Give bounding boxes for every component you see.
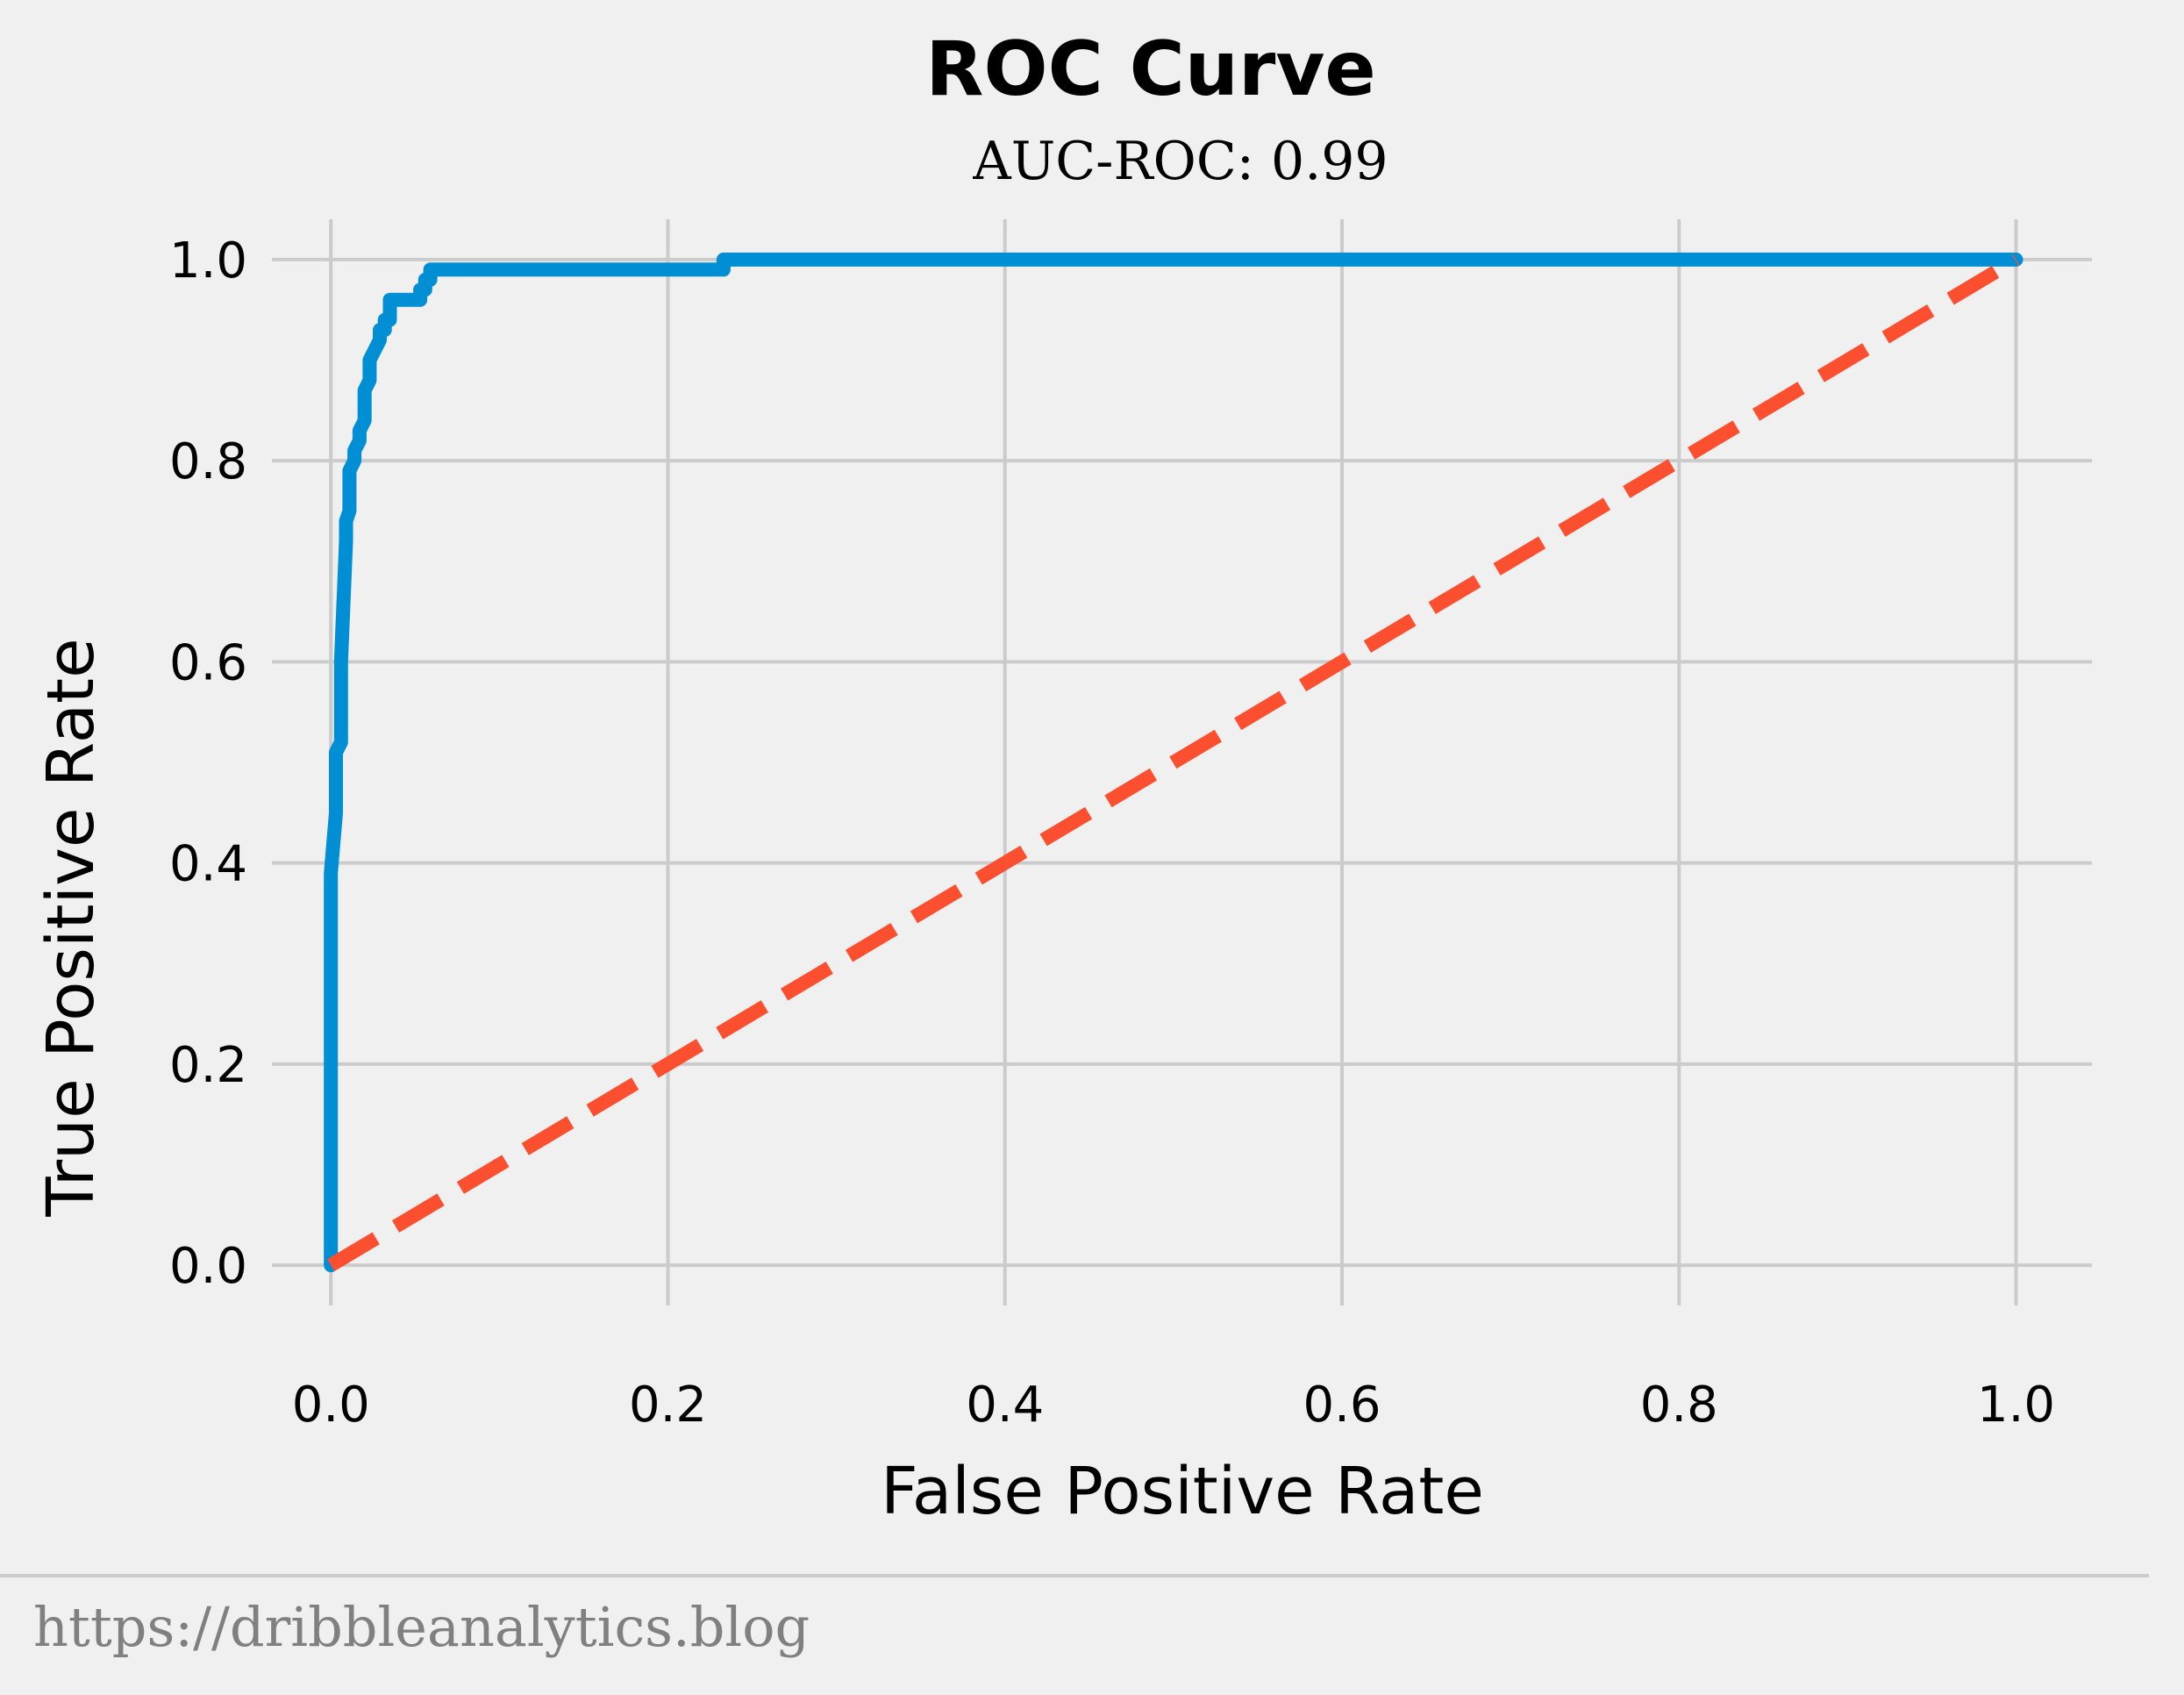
chart-title: ROC Curve: [925, 25, 1376, 113]
tick-labels: 0.0 0.2 0.4 0.6 0.8 1.0 0.0 0.2 0.4 0.6 0.8 1.0: [169, 232, 2055, 1434]
grid-lines: [272, 219, 2092, 1305]
chance-line: [327, 254, 2020, 1271]
x-axis-label: False Positive Rate: [881, 1454, 1484, 1529]
series-layer: [324, 252, 2023, 1273]
y-tick-label: 0.6: [169, 634, 247, 691]
y-tick-label: 0.8: [169, 433, 247, 490]
y-tick-label: 0.0: [169, 1238, 247, 1295]
y-axis-label: True Positive Rate: [33, 638, 109, 1217]
x-tick-label: 0.4: [966, 1377, 1044, 1434]
y-tick-label: 1.0: [169, 232, 247, 290]
chart-subtitle: AUC-ROC: 0.99: [972, 131, 1388, 192]
x-tick-label: 1.0: [1977, 1377, 2055, 1434]
roc-curve-line: [324, 252, 2023, 1273]
x-tick-label: 0.2: [629, 1377, 707, 1434]
x-tick-label: 0.0: [292, 1377, 370, 1434]
y-tick-label: 0.4: [169, 836, 247, 893]
x-tick-label: 0.6: [1303, 1377, 1381, 1434]
y-tick-label: 0.2: [169, 1037, 247, 1094]
x-tick-label: 0.8: [1640, 1377, 1718, 1434]
footer-source-link[interactable]: https://dribbleanalytics.blog: [33, 1595, 810, 1659]
